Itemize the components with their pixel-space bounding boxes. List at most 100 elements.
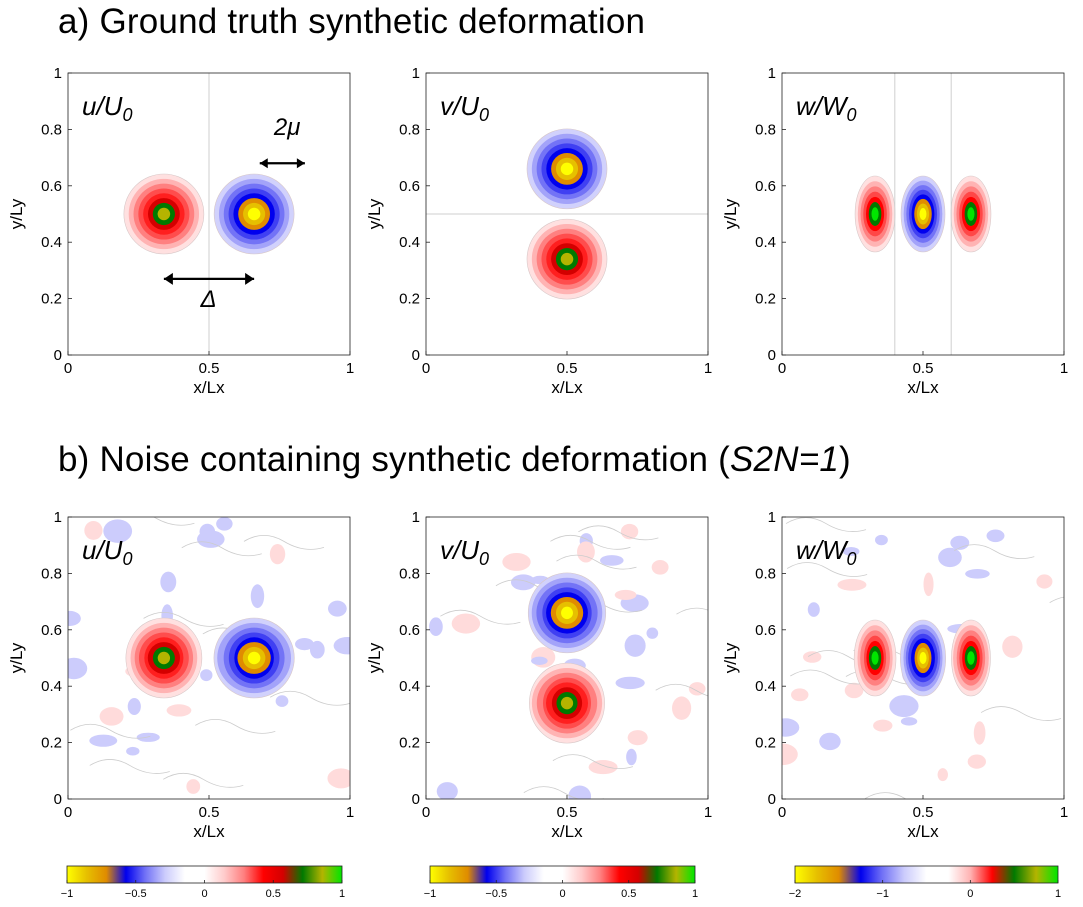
noise-contour — [550, 534, 631, 550]
contour-level — [967, 207, 975, 221]
noise-patch — [199, 523, 216, 540]
noise-patch — [531, 656, 548, 666]
noise-patch — [1002, 635, 1023, 658]
noise-patch — [502, 552, 531, 571]
noise-patch — [269, 544, 286, 565]
noise-patch — [327, 768, 350, 789]
noise-patch — [842, 546, 860, 556]
noise-patch — [965, 568, 990, 579]
noise-patch — [614, 589, 637, 600]
y-tick-label: 0.4 — [41, 234, 62, 251]
y-tick-label: 0.6 — [755, 622, 776, 639]
y-tick-label: 0.6 — [399, 178, 420, 195]
blob-negative — [213, 617, 295, 699]
noise-contour — [786, 562, 868, 577]
noise-patch — [126, 746, 140, 756]
panel-v-noisy: 0 0.5 1 0 0.2 0.4 0.6 0.8 1 x/Lx y/Ly v/U0 — [365, 509, 712, 841]
x-tick-label: 1 — [346, 804, 354, 821]
annotation-delta: Δ — [200, 286, 217, 313]
contour-level — [247, 651, 261, 665]
colorbar-tick-label: 0 — [559, 888, 565, 900]
noise-contour — [523, 786, 604, 799]
y-tick-label: 0.6 — [399, 622, 420, 639]
noise-contour — [143, 611, 224, 627]
noise-patch — [651, 559, 669, 575]
noise-patch — [873, 719, 893, 732]
x-tick-label: 0.5 — [913, 360, 934, 377]
y-tick-label: 0.6 — [41, 622, 62, 639]
noise-patch — [89, 734, 118, 747]
noise-patch — [510, 574, 536, 591]
noise-patch — [837, 578, 867, 591]
noise-contour — [243, 534, 325, 550]
noise-contour — [440, 609, 521, 625]
colorbar-tick-label: −0.5 — [485, 888, 507, 900]
noise-contour — [552, 754, 633, 769]
colorbar-tick-label: 0 — [201, 888, 207, 900]
y-tick-label: 0.4 — [755, 234, 776, 251]
y-axis-label: y/Ly — [7, 642, 26, 673]
contour-level — [560, 696, 574, 710]
y-tick-label: 1 — [54, 509, 62, 526]
noise-patch — [900, 717, 918, 726]
plot-area — [782, 517, 1064, 799]
noise-contour — [269, 690, 350, 706]
noise-contour — [954, 544, 1035, 559]
noise-patch — [68, 610, 81, 626]
y-tick-label: 0.8 — [755, 565, 776, 582]
y-tick-label: 0 — [412, 347, 420, 364]
y-tick-label: 0.4 — [755, 678, 776, 695]
noise-patch — [819, 732, 841, 751]
y-tick-label: 0.8 — [399, 121, 420, 138]
noise-patch — [973, 721, 986, 745]
blob-negative — [900, 619, 946, 697]
section-b-title: b) Noise containing synthetic deformatio… — [58, 440, 851, 479]
y-tick-label: 0.8 — [755, 121, 776, 138]
noise-patch — [84, 520, 103, 540]
y-axis-label: y/Ly — [721, 198, 740, 229]
noise-patch — [1036, 574, 1053, 589]
y-tick-label: 0 — [54, 347, 62, 364]
blob-positive — [950, 175, 992, 253]
panel-u-noisy: 0 0.5 1 0 0.2 0.4 0.6 0.8 1 x/Lx y/Ly u/U0 — [7, 509, 354, 841]
y-tick-label: 1 — [412, 509, 420, 526]
y-tick-label: 0.6 — [755, 178, 776, 195]
panel-label: w/W0 — [796, 535, 857, 569]
x-axis-label: x/Lx — [907, 378, 939, 397]
blob-negative — [526, 128, 608, 210]
blob-positive — [853, 619, 897, 697]
x-axis-label: x/Lx — [551, 822, 583, 841]
noise-patch — [186, 779, 201, 794]
y-tick-label: 0 — [768, 347, 776, 364]
noise-patch — [803, 651, 822, 663]
colorbar-tick-label: 1 — [1055, 888, 1061, 900]
y-tick-label: 0 — [412, 791, 420, 808]
noise-contour — [790, 669, 871, 685]
noise-patch — [577, 541, 595, 563]
contour-level — [871, 207, 879, 221]
panel-label: v/U0 — [440, 535, 489, 569]
y-tick-label: 0 — [54, 791, 62, 808]
noise-patch — [127, 698, 141, 715]
noise-patch — [68, 657, 88, 680]
noise-contour — [556, 554, 637, 570]
colorbar-bar — [794, 865, 1059, 884]
colorbar-tick-label: 1 — [692, 888, 698, 900]
y-tick-label: 1 — [412, 65, 420, 82]
x-tick-label: 0 — [64, 804, 72, 821]
x-tick-label: 0.5 — [199, 360, 220, 377]
y-tick-label: 1 — [768, 509, 776, 526]
blob-positive — [951, 619, 991, 697]
noise-patch — [429, 617, 443, 636]
plot-area — [426, 517, 708, 799]
contour-level — [561, 606, 573, 620]
noise-patch — [160, 571, 177, 593]
colorbar-1: −1 −0.5 0 0.5 1 — [61, 865, 345, 900]
section-a-title: a) Ground truth synthetic deformation — [58, 2, 646, 41]
x-tick-label: 0.5 — [199, 804, 220, 821]
noise-contour — [181, 541, 262, 557]
blob-negative — [213, 173, 295, 255]
noise-patch — [99, 707, 124, 726]
x-axis-label: x/Lx — [193, 378, 225, 397]
noise-contour — [578, 525, 659, 541]
